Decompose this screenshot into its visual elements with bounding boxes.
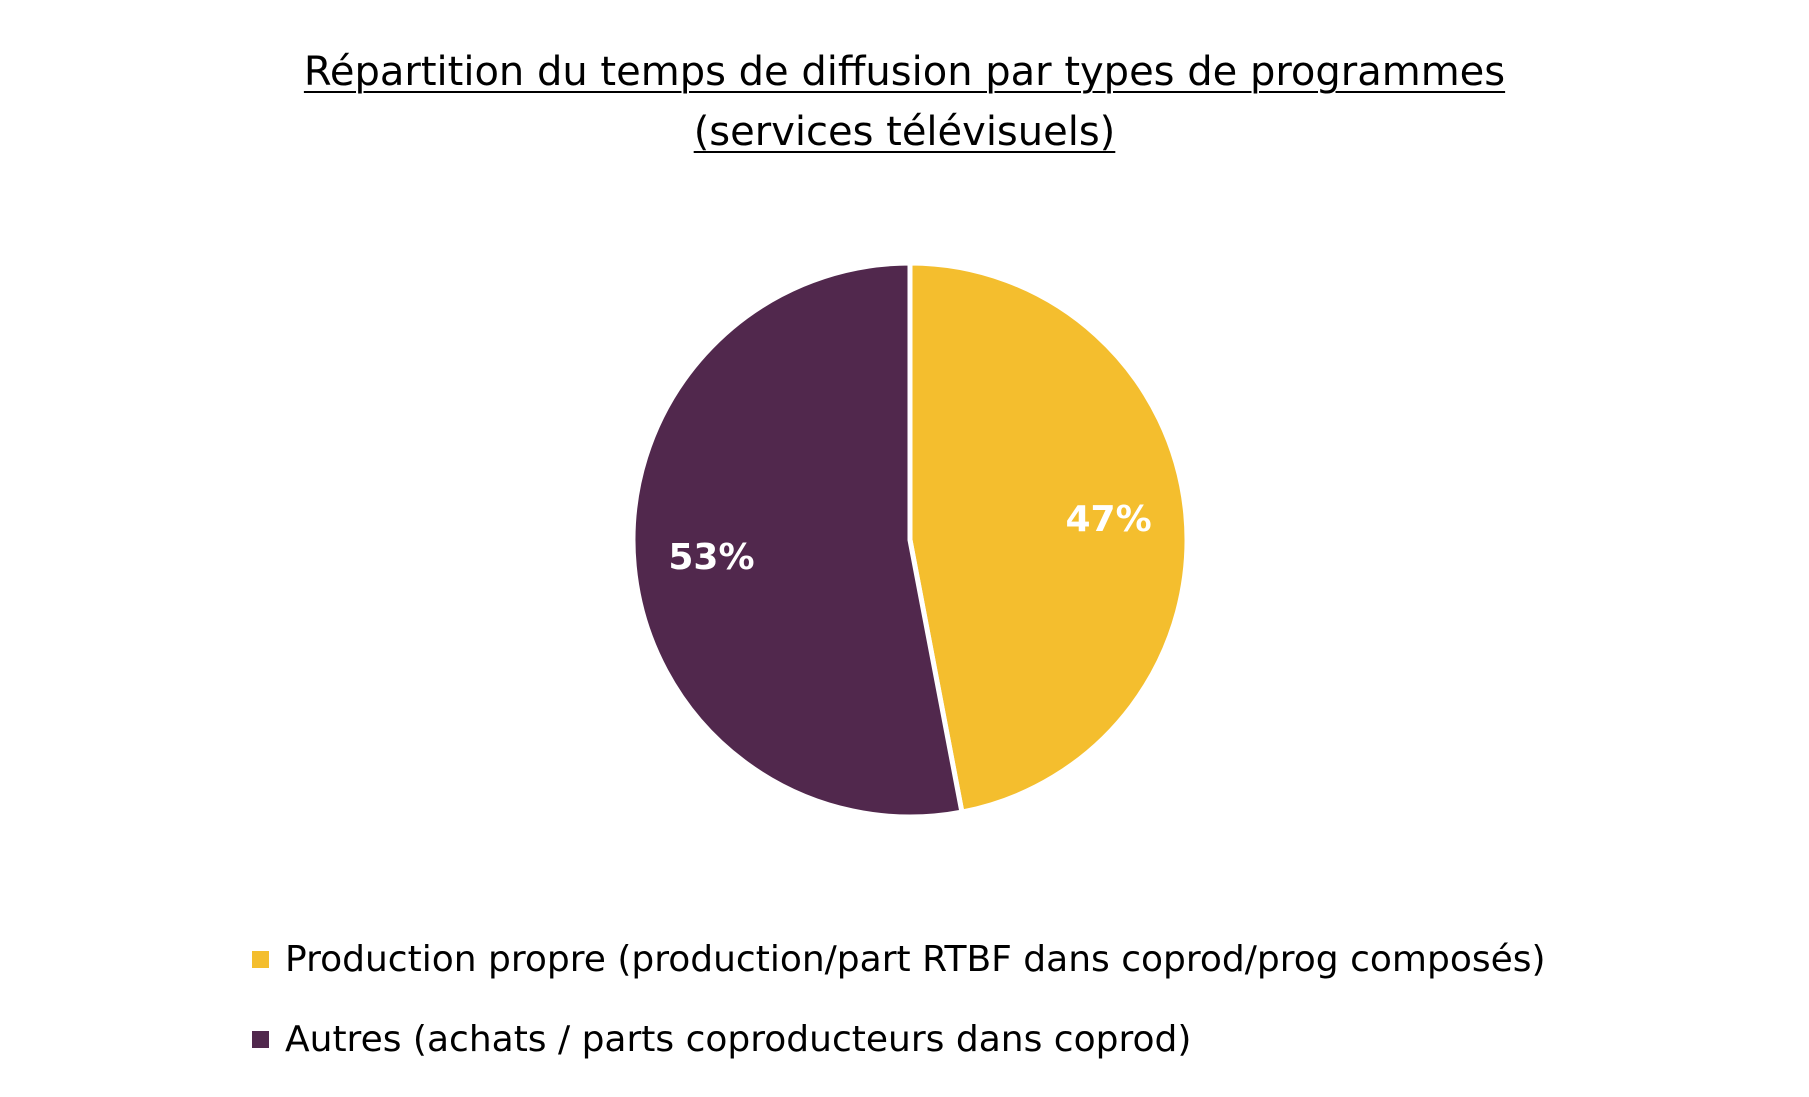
data-label-autres: 53% xyxy=(668,537,754,578)
legend-item-production-propre: Production propre (production/part RTBF … xyxy=(252,935,1546,983)
chart-title-line-2: (services télévisuels) xyxy=(693,109,1116,155)
legend-swatch-production-propre xyxy=(252,950,269,968)
legend-item-autres: Autres (achats / parts coproducteurs dan… xyxy=(252,1015,1546,1063)
legend-swatch-autres xyxy=(252,1030,269,1048)
pie-slice-production-propre xyxy=(907,260,1190,815)
data-label-production-propre: 47% xyxy=(1065,499,1151,540)
chart-title-line-1: Répartition du temps de diffusion par ty… xyxy=(303,49,1506,95)
legend-label-production-propre: Production propre (production/part RTBF … xyxy=(285,938,1546,980)
chart-title: Répartition du temps de diffusion par ty… xyxy=(0,42,1809,162)
legend-label-autres: Autres (achats / parts coproducteurs dan… xyxy=(285,1018,1192,1060)
chart-legend: Production propre (production/part RTBF … xyxy=(252,935,1546,1095)
pie-slice-autres xyxy=(630,260,965,820)
